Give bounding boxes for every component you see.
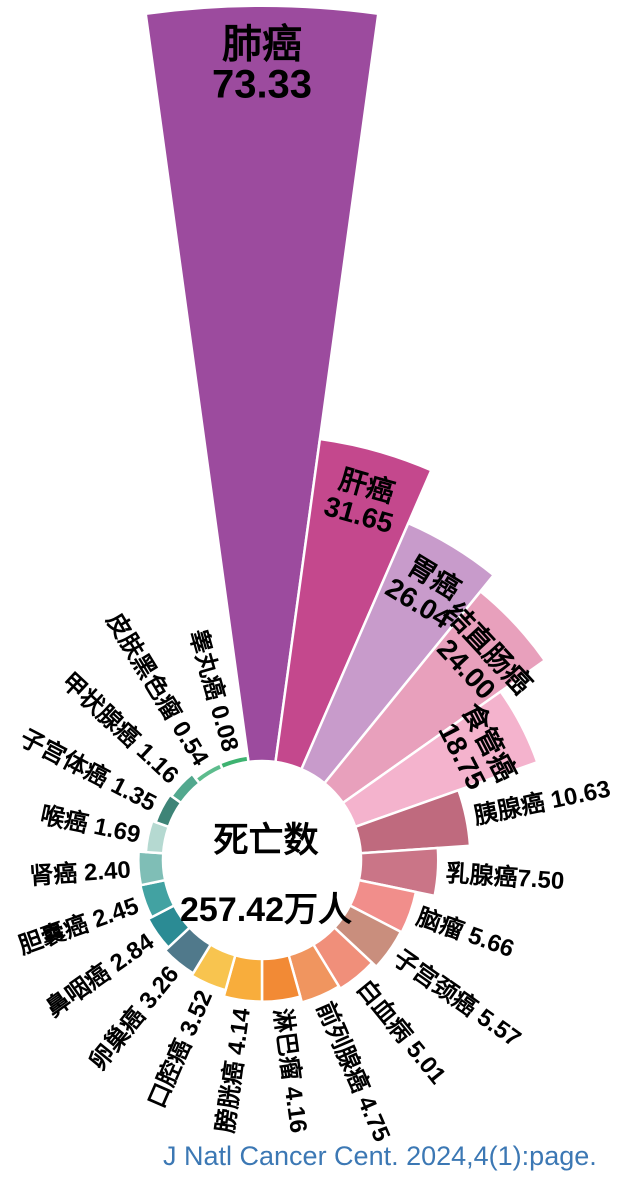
- citation-text: J Natl Cancer Cent. 2024,4(1):page.: [163, 1141, 597, 1171]
- center-circle: [164, 762, 360, 958]
- center-title: 死亡数: [213, 821, 318, 860]
- wedge-结直肠癌: [323, 590, 547, 805]
- wedge-喉癌: [144, 819, 170, 855]
- label-乳腺癌: 乳腺癌7.50: [445, 859, 565, 895]
- label-肺癌: 肺癌 73.33: [212, 23, 312, 107]
- wedge-肝癌: [274, 437, 433, 771]
- wedge-卵巢癌: [163, 926, 212, 975]
- wedge-肺癌: [144, 4, 380, 764]
- wedge-肾癌: [137, 850, 167, 887]
- label-喉癌: 喉癌 1.69: [38, 801, 143, 849]
- wedge-膀胱癌: [222, 954, 264, 1003]
- wedge-子宫颈癌: [333, 904, 403, 968]
- wedge-前列腺癌: [287, 943, 341, 1004]
- label-肾癌: 肾癌 2.40: [29, 855, 132, 890]
- wedge-口腔癌: [190, 943, 237, 992]
- wedge-胃癌: [300, 521, 495, 785]
- wedge-layer: [137, 4, 547, 1004]
- label-胰腺癌: 胰腺癌 10.63: [471, 775, 613, 831]
- label-肝癌: 肝癌31.65: [321, 461, 405, 540]
- wedge-睾丸癌: [218, 754, 250, 771]
- label-脑瘤: 脑瘤 5.66: [412, 902, 518, 963]
- label-淋巴瘤: 淋巴瘤 4.16: [268, 1007, 313, 1135]
- label-膀胱癌: 膀胱癌 4.14: [211, 1006, 256, 1136]
- center-total-value: 257.42万人: [180, 891, 352, 929]
- wedge-食管癌: [341, 690, 539, 829]
- wedge-白血病: [312, 926, 374, 990]
- wedge-子宫体癌: [154, 793, 183, 829]
- wedge-胰腺癌: [354, 788, 472, 855]
- wedge-鼻咽癌: [146, 904, 191, 949]
- wedge-甲状腺癌: [170, 772, 201, 805]
